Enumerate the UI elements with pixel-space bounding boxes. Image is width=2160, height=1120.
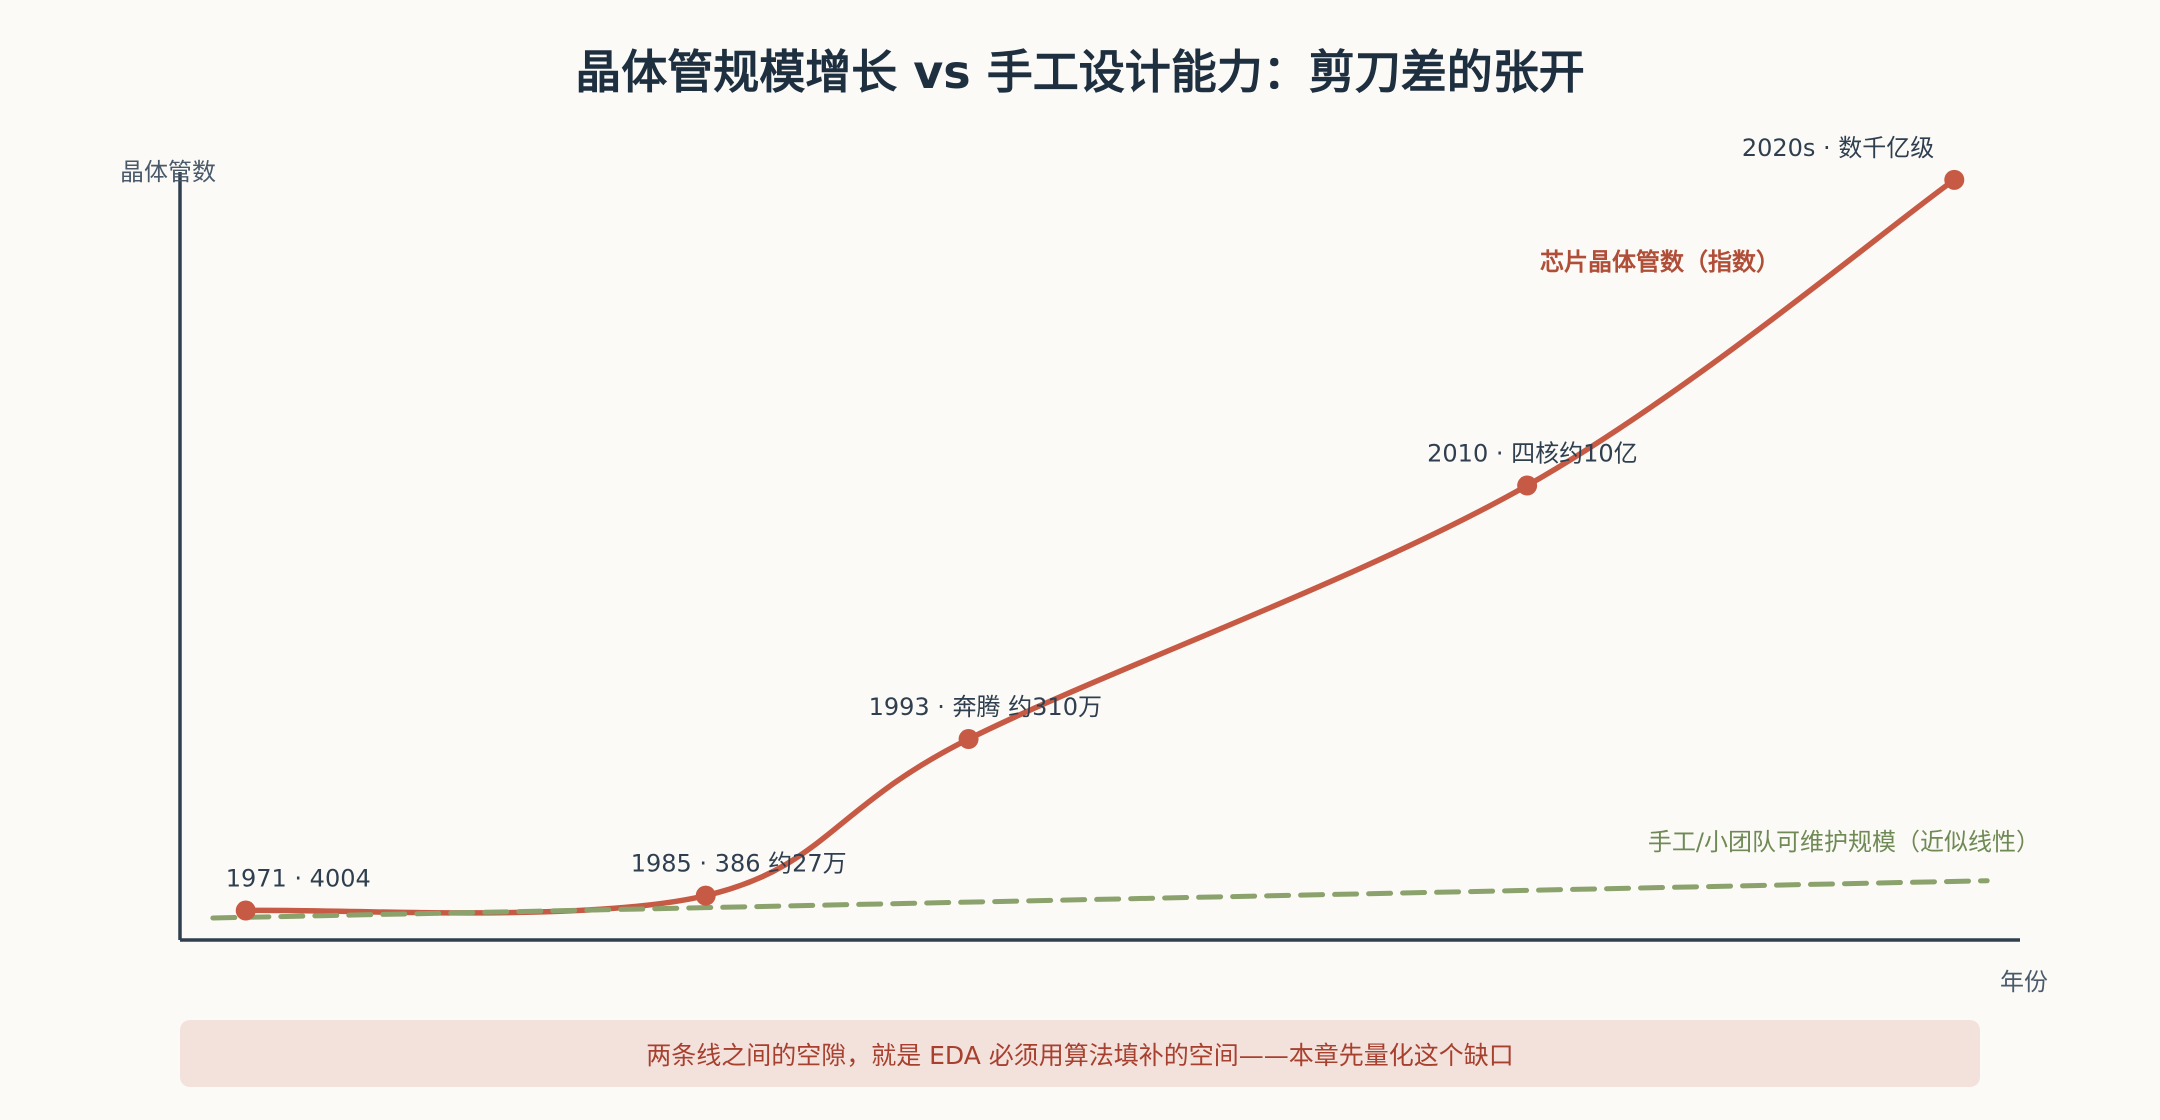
series-label-manual: 手工/小团队可维护规模（近似线性）	[1648, 828, 2040, 856]
series-line-transistors	[242, 177, 1958, 916]
data-point	[958, 729, 979, 750]
footer-note: 两条线之间的空隙，就是 EDA 必须用算法填补的空间——本章先量化这个缺口	[180, 1020, 1980, 1087]
points-layer	[235, 169, 1965, 921]
series-label-transistors: 芯片晶体管数（指数）	[1540, 248, 1780, 276]
series-layer	[210, 177, 1990, 921]
data-point-label: 1993 · 奔腾 约310万	[869, 693, 1102, 721]
data-point	[1517, 475, 1538, 496]
x-axis-label: 年份	[2000, 968, 2048, 996]
data-point-label: 1985 · 386 约27万	[631, 850, 847, 878]
labels-layer: 1971 · 4004 1985 · 386 约27万 1993 · 奔腾 约310…	[226, 134, 2040, 893]
data-point-label: 2020s · 数千亿级	[1742, 134, 1934, 162]
data-point	[695, 885, 716, 906]
chart-title: 晶体管规模增长 vs 手工设计能力：剪刀差的张开	[575, 45, 1584, 99]
data-point-label: 1971 · 4004	[226, 865, 371, 893]
data-point-label: 2010 · 四核约10亿	[1427, 440, 1638, 468]
series-line-manual	[210, 878, 1990, 921]
data-point	[1944, 169, 1965, 190]
y-axis-label: 晶体管数	[120, 158, 216, 186]
data-point	[235, 900, 256, 921]
